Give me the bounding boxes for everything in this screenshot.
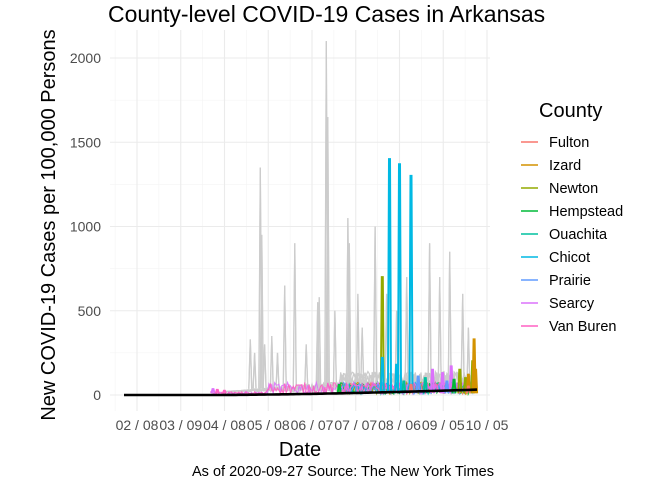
spike-searcy: [448, 365, 454, 394]
spike-izard: [465, 373, 471, 394]
spike-izard: [473, 368, 479, 394]
background-spike: [269, 335, 274, 389]
spike-newton: [457, 368, 463, 394]
x-tick-label: 03 / 09: [159, 417, 202, 433]
x-tick-label: 02 / 08: [116, 417, 159, 433]
x-tick-label: 09 / 05: [422, 417, 465, 433]
legend-item-searcy: Searcy: [521, 296, 595, 312]
spike-izard: [471, 338, 477, 394]
legend-label: Van Buren: [549, 319, 616, 335]
x-tick-label: 04 / 08: [203, 417, 246, 433]
background-spike: [360, 327, 365, 389]
y-tick-label: 500: [78, 303, 102, 319]
legend-label: Searcy: [549, 296, 595, 312]
legend-title: County: [539, 100, 602, 122]
background-spike: [355, 293, 361, 389]
y-tick-label: 1500: [70, 134, 101, 150]
background-spike: [275, 352, 280, 389]
spike-searcy: [210, 388, 216, 394]
x-tick-label: 06 / 07: [291, 417, 334, 433]
x-tick-label: 05 / 08: [247, 417, 290, 433]
background-spike: [404, 277, 409, 389]
y-tick-label: 2000: [70, 50, 101, 66]
legend-label: Chicot: [549, 250, 590, 266]
legend-item-ouachita: Ouachita: [521, 227, 608, 243]
spike-searcy: [430, 368, 435, 394]
legend-label: Prairie: [549, 273, 591, 289]
spike-van-buren: [214, 388, 220, 394]
spike-searcy: [440, 372, 446, 394]
legend-label: Ouachita: [549, 227, 608, 243]
x-axis-label: Date: [279, 439, 321, 461]
legend-item-hempstead: Hempstead: [521, 204, 623, 220]
background-spike: [460, 293, 465, 389]
legend-item-newton: Newton: [521, 181, 598, 197]
background-spike: [466, 327, 471, 389]
legend-label: Hempstead: [549, 204, 623, 220]
spike-hempstead: [451, 378, 457, 394]
background-spike: [437, 277, 442, 389]
x-tick-label: 08 / 06: [378, 417, 421, 433]
background-spike: [248, 339, 253, 389]
background-spike: [282, 285, 287, 389]
spike-fulton: [408, 383, 414, 394]
spike-hempstead: [336, 383, 342, 394]
background-spike: [317, 297, 322, 389]
spike-newton: [379, 276, 385, 394]
spike-chicot: [387, 158, 392, 394]
legend-item-izard: Izard: [521, 158, 581, 174]
background-spike: [347, 243, 352, 389]
legend-item-chicot: Chicot: [521, 250, 590, 266]
legend-item-fulton: Fulton: [521, 135, 589, 151]
spike-ouachita: [422, 377, 428, 394]
y-axis-label: New COVID-19 Cases per 100,000 Persons: [38, 29, 60, 420]
legend-label: Izard: [549, 158, 581, 174]
x-axis-ticks: 02 / 08 03 / 09 04 / 08 05 / 08 06 / 07 07 / …: [116, 417, 509, 433]
legend: County Fulton Izard Newton Hempstead Ouachit…: [521, 100, 623, 335]
legend-item-prairie: Prairie: [521, 273, 591, 289]
spike-chicot: [379, 356, 385, 394]
y-axis-ticks: 0 500 1000 1500 2000: [70, 50, 101, 403]
legend-label: Fulton: [549, 135, 589, 151]
legend-label: Newton: [549, 181, 598, 197]
background-spike: [332, 310, 338, 389]
legend-item-van-buren: Van Buren: [521, 319, 616, 335]
spike-chicot: [397, 163, 402, 394]
spike-chicot: [394, 363, 400, 394]
trend-path: [124, 388, 478, 397]
x-tick-label: 07 / 07: [334, 417, 377, 433]
background-spike: [252, 352, 257, 389]
background-spike: [259, 234, 264, 389]
background-spike: [262, 344, 267, 389]
trend-line: [124, 388, 478, 397]
background-spike: [292, 243, 297, 389]
y-tick-label: 1000: [70, 219, 101, 235]
chart-title: County-level COVID-19 Cases in Arkansas: [108, 1, 545, 27]
y-tick-label: 0: [93, 387, 101, 403]
spike-chicot: [408, 174, 414, 394]
background-spike: [372, 226, 378, 389]
background-spike: [304, 344, 309, 389]
background-spike: [427, 243, 432, 389]
spike-prairie: [415, 375, 421, 394]
background-spike: [447, 251, 452, 389]
background-spike: [325, 116, 330, 389]
spike-van-buren: [221, 389, 227, 394]
x-tick-label: 10 / 05: [466, 417, 509, 433]
spike-ouachita: [401, 380, 407, 394]
caption: As of 2020-09-27 Source: The New York Ti…: [192, 464, 494, 480]
spike-prairie: [444, 380, 450, 394]
